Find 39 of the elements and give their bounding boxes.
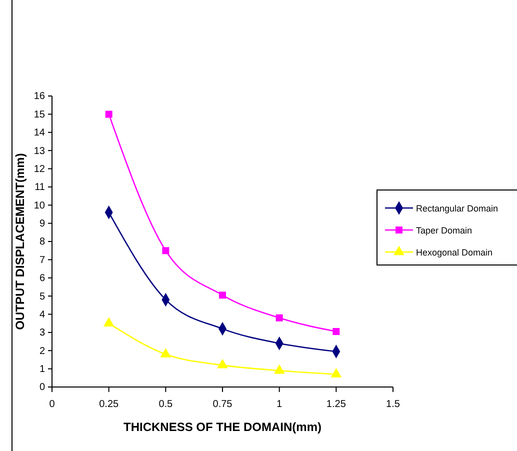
point (105, 110, 112, 118)
y-tick-label: 2 (39, 346, 46, 357)
point (332, 328, 340, 336)
y-tick-label: 0 (39, 382, 46, 394)
y-tick-label: 1 (39, 364, 46, 376)
y-tick-label: 16 (34, 91, 46, 102)
legend-label: Hexogonal Domain (416, 248, 493, 258)
point (331, 368, 342, 378)
point (217, 359, 228, 368)
legend-label: Rectangular Domain (416, 204, 498, 214)
x-axis-title: THICKNESS OF THE DOMAIN(mm) (124, 420, 322, 434)
point (160, 348, 171, 358)
point (162, 247, 170, 254)
y-tick-label: 10 (34, 200, 46, 212)
x-tick-label: 0.75 (212, 399, 233, 410)
x-tick-label: 1.25 (326, 399, 346, 410)
y-tick-label: 12 (34, 164, 46, 175)
y-tick-label: 6 (39, 273, 46, 284)
point (104, 318, 114, 326)
y-tick-label: 13 (34, 146, 46, 157)
y-tick-label: 3 (39, 328, 46, 339)
point (274, 364, 284, 374)
point (276, 314, 283, 322)
point (219, 292, 226, 299)
y-tick-label: 8 (39, 236, 46, 248)
y-axis-title: OUTPUT DISPLACEMENT(mm) (13, 153, 27, 330)
x-tick-label: 0.25 (99, 399, 119, 410)
y-tick-label: 14 (34, 128, 46, 139)
x-tick-label: 1 (276, 399, 283, 410)
x-tick-label: 0.5 (158, 399, 174, 410)
x-tick-label: 0 (49, 399, 56, 410)
y-tick-label: 11 (34, 182, 46, 194)
y-tick-label: 5 (39, 291, 46, 302)
x-tick-label: 1.5 (386, 399, 400, 410)
y-tick-label: 7 (39, 254, 46, 266)
y-tick-label: 9 (39, 218, 46, 230)
y-tick-label: 4 (39, 309, 46, 320)
legend-label: Taper Domain (416, 226, 472, 236)
y-tick-label: 15 (34, 109, 46, 120)
